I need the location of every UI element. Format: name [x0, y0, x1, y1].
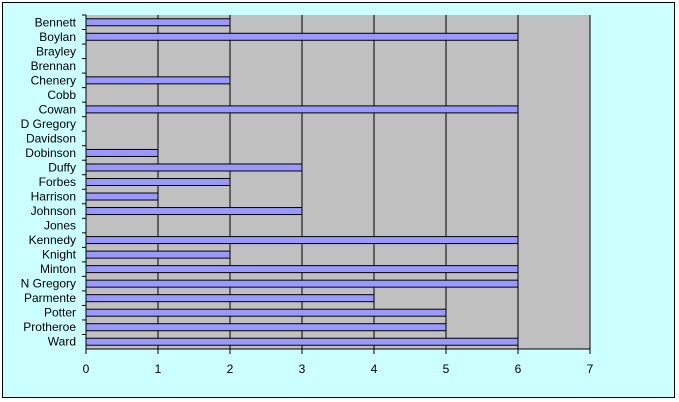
bar-protheroe: [85, 323, 447, 332]
bar-n-gregory: [85, 279, 519, 288]
category-label: Bennett: [35, 15, 77, 29]
category-label: Forbes: [39, 175, 76, 189]
category-label: Dobinson: [25, 146, 76, 160]
x-tick-label: 4: [371, 362, 378, 376]
bar-ward: [85, 337, 519, 346]
category-label: Protheroe: [23, 320, 76, 334]
bar-bennett: [85, 18, 231, 27]
bar-duffy: [85, 163, 303, 172]
bar-boylan: [85, 32, 519, 41]
x-tick-label: 5: [443, 362, 450, 376]
bar-harrison: [85, 192, 159, 201]
category-label: Chenery: [31, 73, 76, 87]
bar-knight: [85, 250, 231, 259]
x-tick-label: 1: [155, 362, 162, 376]
x-tick-label: 3: [299, 362, 306, 376]
category-label: N Gregory: [21, 277, 76, 291]
category-label: Johnson: [31, 204, 76, 218]
tick-labels: 0 1 2 3 4 5 6 7: [83, 362, 594, 376]
category-labels: BennettBoylanBrayleyBrennanCheneryCobbCo…: [21, 15, 77, 348]
category-label: Duffy: [48, 160, 76, 174]
bar-potter: [85, 308, 447, 317]
bar-minton: [85, 265, 519, 274]
category-label: Minton: [40, 262, 76, 276]
axes: [85, 15, 590, 350]
bar-parmente: [85, 294, 375, 303]
category-label: Potter: [44, 306, 76, 320]
category-label: Parmente: [24, 291, 76, 305]
category-label: Brennan: [31, 59, 76, 73]
category-label: D Gregory: [21, 117, 76, 131]
x-tick-label: 7: [587, 362, 594, 376]
x-tick-label: 0: [83, 362, 90, 376]
category-label: Ward: [48, 335, 76, 349]
category-label: Cobb: [47, 88, 76, 102]
bar-kennedy: [85, 236, 519, 245]
bar-johnson: [85, 207, 303, 216]
bar-dobinson: [85, 148, 159, 157]
bar-chenery: [85, 76, 231, 85]
category-label: Davidson: [26, 131, 76, 145]
category-label: Brayley: [36, 44, 76, 58]
category-label: Knight: [42, 248, 77, 262]
category-label: Cowan: [39, 102, 76, 116]
bar-cowan: [85, 105, 519, 114]
category-label: Kennedy: [29, 233, 76, 247]
category-label: Jones: [44, 219, 76, 233]
category-label: Boylan: [39, 30, 76, 44]
category-label: Harrison: [31, 190, 76, 204]
bar-forbes: [85, 178, 231, 186]
x-tick-label: 2: [227, 362, 234, 376]
x-tick-label: 6: [515, 362, 522, 376]
